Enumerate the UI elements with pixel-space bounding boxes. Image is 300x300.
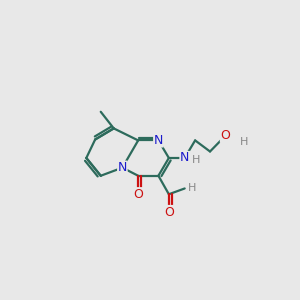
Text: O: O [220,129,230,142]
Text: N: N [180,152,189,164]
Text: O: O [164,206,174,218]
Text: H: H [192,155,200,165]
Text: O: O [133,188,143,201]
Text: N: N [118,161,127,174]
Text: H: H [240,137,248,147]
Text: H: H [188,184,196,194]
Text: N: N [154,134,163,147]
